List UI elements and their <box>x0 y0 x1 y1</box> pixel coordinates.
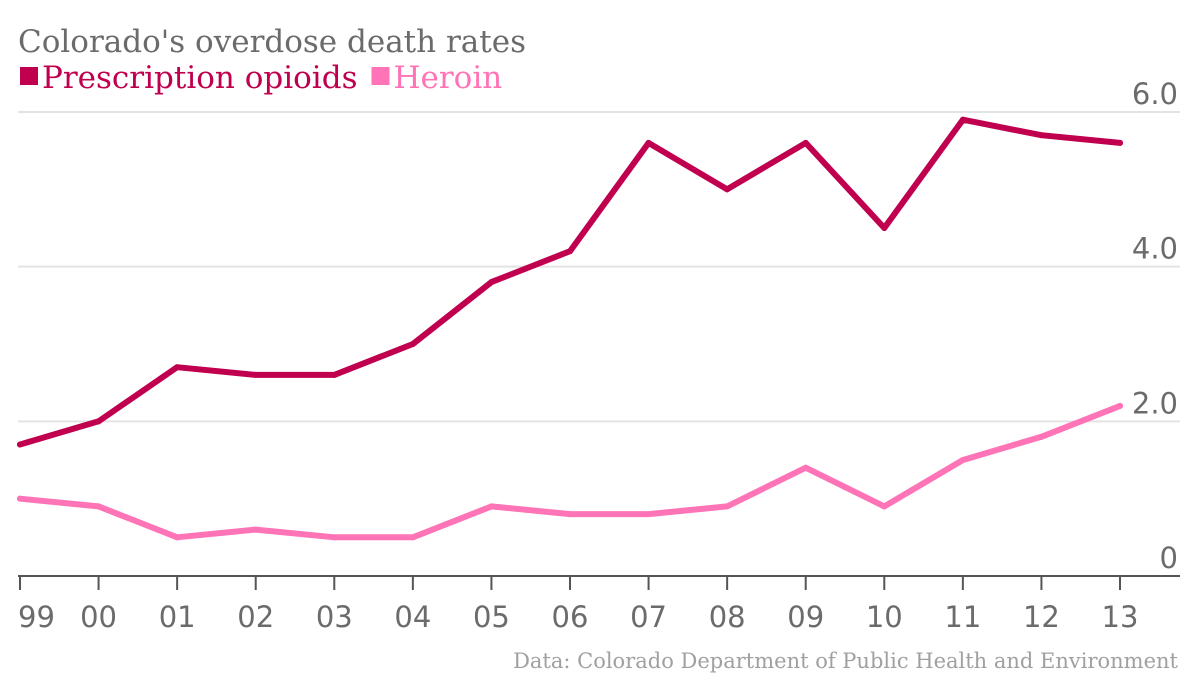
legend-label-0: Prescription opioids <box>42 60 357 96</box>
data-point-1-6 <box>488 503 495 510</box>
data-point-0-4 <box>331 371 338 378</box>
data-point-1-11 <box>881 503 888 510</box>
data-point-1-14 <box>1117 402 1123 409</box>
data-point-1-13 <box>1038 433 1045 440</box>
source-note: Data: Colorado Department of Public Heal… <box>513 649 1178 673</box>
data-point-0-10 <box>802 139 809 146</box>
data-point-0-6 <box>488 279 495 286</box>
legend-swatch-0 <box>20 67 38 85</box>
data-point-0-1 <box>95 418 102 425</box>
y-tick-label-1: 2.0 <box>1132 386 1178 420</box>
data-point-0-8 <box>645 139 652 146</box>
x-tick-label-1: 00 <box>80 600 117 634</box>
legend-label-1: Heroin <box>393 60 502 96</box>
x-axis-ticks: 99 00 01 02 03 04 05 06 07 08 09 10 11 12 13 <box>18 576 1138 634</box>
legend-swatch-1 <box>371 67 390 85</box>
x-tick-label-11: 10 <box>866 600 903 634</box>
x-tick-label-7: 06 <box>552 600 589 634</box>
x-tick-label-0: 99 <box>18 600 55 634</box>
data-point-1-3 <box>252 526 259 533</box>
x-tick-label-10: 09 <box>787 600 824 634</box>
data-point-0-14 <box>1117 139 1123 146</box>
data-point-1-5 <box>409 534 416 541</box>
data-point-1-2 <box>174 534 181 541</box>
series-lines <box>17 116 1123 541</box>
data-point-0-11 <box>881 225 888 231</box>
data-point-1-9 <box>724 503 731 510</box>
data-point-0-13 <box>1038 132 1045 139</box>
x-tick-label-14: 13 <box>1102 600 1139 634</box>
data-point-0-3 <box>252 371 259 378</box>
data-point-1-0 <box>17 495 23 502</box>
data-point-1-1 <box>95 503 102 510</box>
legend: Prescription opioids Heroin <box>20 60 502 96</box>
data-point-1-7 <box>567 511 573 518</box>
data-point-0-7 <box>567 248 573 255</box>
x-tick-label-12: 11 <box>944 600 981 634</box>
x-tick-label-2: 01 <box>159 600 196 634</box>
series-line-0 <box>17 116 1123 448</box>
data-point-0-12 <box>959 116 966 123</box>
x-tick-label-3: 02 <box>237 600 274 634</box>
data-point-1-8 <box>645 511 652 518</box>
data-point-1-4 <box>331 534 338 541</box>
series-line-1 <box>17 402 1123 541</box>
chart-title: Colorado's overdose death rates <box>18 24 526 60</box>
x-tick-label-13: 12 <box>1023 600 1060 634</box>
data-point-0-9 <box>724 186 731 193</box>
x-tick-label-9: 08 <box>709 600 746 634</box>
data-point-0-5 <box>409 341 416 347</box>
y-tick-label-0: 0 <box>1160 541 1178 575</box>
data-point-0-0 <box>17 441 23 448</box>
x-tick-label-5: 04 <box>394 600 431 634</box>
x-tick-label-8: 07 <box>630 600 667 634</box>
gridlines <box>18 111 1180 423</box>
data-point-1-10 <box>802 464 809 471</box>
y-tick-label-2: 4.0 <box>1132 232 1178 266</box>
data-point-0-2 <box>174 364 181 371</box>
x-tick-label-6: 05 <box>473 600 510 634</box>
data-point-1-12 <box>959 457 966 463</box>
y-tick-label-3: 6.0 <box>1132 77 1178 111</box>
y-axis-ticks: 0 2.0 4.0 6.0 <box>1132 77 1178 575</box>
x-tick-label-4: 03 <box>316 600 353 634</box>
